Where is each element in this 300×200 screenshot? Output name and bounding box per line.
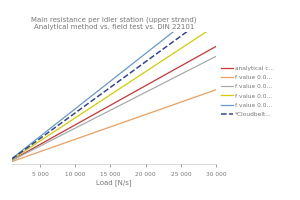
f value 0.0... [214, 24, 218, 27]
Title: Main resistance per idler station (upper strand)
Analytical method vs. field tes: Main resistance per idler station (upper… [31, 17, 197, 30]
f value 0.0... [108, 109, 112, 112]
analytical c... [177, 66, 181, 68]
f value 0.0... [132, 118, 135, 120]
analytical c... [209, 48, 213, 50]
X-axis label: Load [N/s]: Load [N/s] [96, 179, 132, 186]
f value 0.0... [10, 159, 14, 162]
f value 0.0... [10, 158, 14, 161]
f value 0.0... [209, 1, 213, 3]
f value 0.0... [10, 157, 14, 160]
f value 0.0... [121, 86, 124, 88]
f value 0.0... [132, 62, 135, 64]
f value 0.0... [132, 78, 135, 81]
f value 0.0... [121, 121, 124, 124]
*Cloudbelt... [121, 77, 124, 80]
f value 0.0... [209, 27, 213, 30]
*Cloudbelt... [132, 69, 135, 72]
f value 0.0... [132, 97, 135, 100]
Line: f value 0.0...: f value 0.0... [12, 25, 216, 159]
f value 0.0... [107, 110, 111, 112]
analytical c... [132, 91, 135, 94]
f value 0.0... [10, 160, 14, 163]
*Cloudbelt... [214, 9, 218, 12]
f value 0.0... [108, 80, 112, 83]
analytical c... [121, 97, 124, 100]
analytical c... [108, 104, 112, 107]
f value 0.0... [214, 89, 218, 91]
f value 0.0... [214, 55, 218, 58]
f value 0.0... [177, 48, 181, 51]
f value 0.0... [107, 81, 111, 84]
analytical c... [214, 45, 218, 48]
analytical c... [10, 159, 14, 161]
Line: *Cloudbelt...: *Cloudbelt... [12, 11, 216, 159]
f value 0.0... [107, 95, 111, 97]
Line: f value 0.0...: f value 0.0... [12, 90, 216, 162]
f value 0.0... [209, 90, 213, 93]
Line: f value 0.0...: f value 0.0... [12, 0, 216, 158]
f value 0.0... [108, 126, 112, 128]
f value 0.0... [177, 26, 181, 28]
*Cloudbelt... [108, 86, 112, 89]
*Cloudbelt... [177, 36, 181, 39]
f value 0.0... [209, 58, 213, 60]
*Cloudbelt... [107, 87, 111, 90]
f value 0.0... [107, 126, 111, 129]
Line: analytical c...: analytical c... [12, 46, 216, 160]
Legend: analytical c..., f value 0.0..., f value 0.0..., f value 0.0..., f value 0.0...,: analytical c..., f value 0.0..., f value… [221, 66, 274, 117]
*Cloudbelt... [209, 13, 213, 15]
f value 0.0... [121, 103, 124, 105]
f value 0.0... [121, 71, 124, 73]
*Cloudbelt... [10, 158, 14, 160]
f value 0.0... [177, 74, 181, 76]
Line: f value 0.0...: f value 0.0... [12, 56, 216, 160]
f value 0.0... [177, 101, 181, 104]
f value 0.0... [108, 94, 112, 96]
analytical c... [107, 105, 111, 107]
